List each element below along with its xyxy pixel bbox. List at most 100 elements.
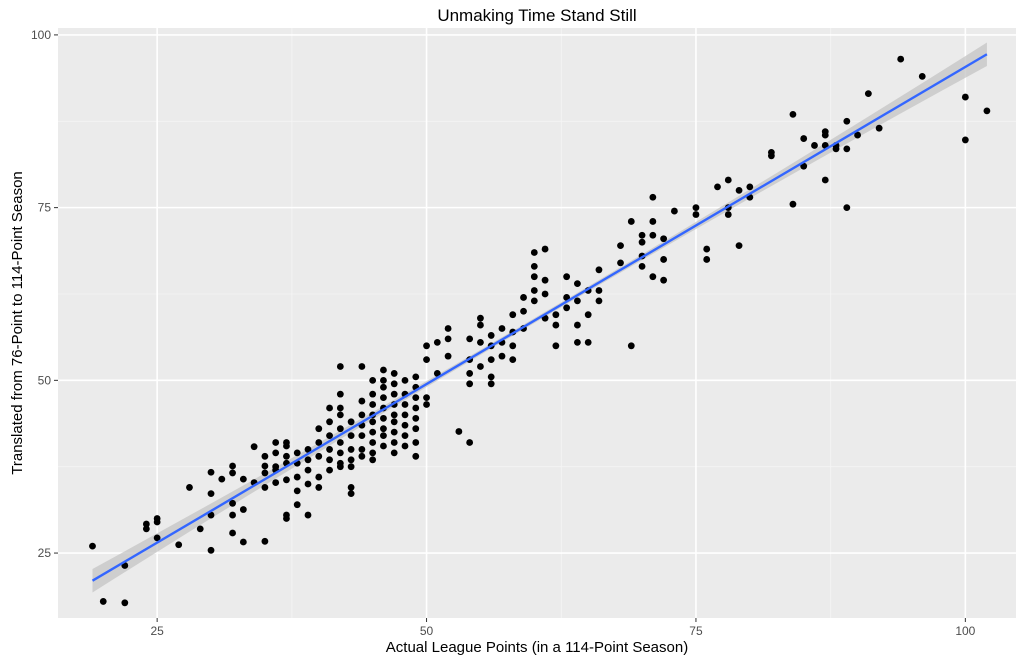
data-point	[304, 446, 312, 453]
data-point	[477, 363, 484, 370]
data-point	[649, 231, 657, 239]
data-point	[380, 442, 387, 450]
data-point	[627, 218, 635, 225]
data-point	[423, 401, 430, 408]
data-point	[272, 449, 280, 457]
data-point	[336, 449, 344, 457]
data-point	[843, 145, 851, 153]
data-point	[401, 376, 409, 384]
y-tick-label: 100	[31, 28, 51, 42]
data-point	[660, 276, 668, 284]
data-point	[326, 404, 333, 412]
data-point	[326, 446, 333, 453]
data-point	[153, 518, 161, 526]
data-point	[811, 142, 818, 149]
data-point	[552, 311, 560, 319]
data-point	[563, 304, 571, 312]
data-point	[692, 211, 700, 218]
data-point	[196, 525, 204, 533]
data-point	[142, 525, 150, 533]
data-point	[315, 439, 323, 446]
data-point	[423, 394, 430, 402]
data-point	[412, 425, 420, 433]
data-point	[660, 235, 668, 243]
data-point	[444, 335, 452, 343]
data-point	[767, 152, 775, 160]
data-point	[843, 117, 851, 125]
data-point	[530, 262, 538, 270]
data-point	[380, 394, 387, 402]
data-point	[563, 273, 571, 281]
data-point	[703, 245, 711, 253]
data-point	[789, 110, 797, 118]
data-point	[229, 469, 236, 477]
data-point	[703, 256, 711, 263]
data-point	[358, 411, 366, 419]
y-tick-label: 50	[38, 373, 52, 387]
data-point	[272, 439, 280, 446]
data-point	[336, 363, 344, 370]
data-point	[660, 256, 668, 263]
data-point	[401, 401, 409, 408]
data-point	[638, 231, 646, 239]
data-point	[336, 404, 344, 412]
data-point	[358, 452, 366, 460]
data-point	[272, 463, 280, 471]
chart-title: Unmaking Time Stand Still	[437, 6, 636, 25]
data-point	[821, 176, 829, 184]
data-point	[487, 356, 495, 364]
data-point	[617, 242, 624, 250]
data-point	[574, 297, 581, 305]
data-point	[347, 484, 355, 491]
data-point	[369, 439, 377, 446]
data-point	[261, 452, 269, 460]
data-point	[218, 475, 226, 483]
data-point	[584, 311, 592, 319]
x-axis-ticks: 25 50 75 100	[150, 618, 976, 638]
data-point	[574, 321, 581, 329]
minor-gridlines	[58, 28, 1016, 618]
data-point	[207, 546, 215, 554]
data-point	[315, 484, 323, 491]
data-point	[487, 380, 495, 388]
data-point	[380, 383, 387, 391]
data-point	[207, 468, 215, 476]
data-point	[423, 356, 430, 364]
data-point	[89, 542, 96, 550]
data-point	[390, 428, 398, 436]
x-tick-label: 50	[420, 624, 434, 638]
data-point	[412, 404, 420, 412]
data-point	[649, 273, 657, 281]
data-point	[466, 439, 474, 446]
data-points	[89, 55, 991, 607]
data-point	[293, 473, 301, 481]
x-tick-label: 100	[955, 624, 975, 638]
data-point	[477, 338, 484, 346]
data-point	[369, 418, 377, 426]
data-point	[358, 363, 366, 370]
data-point	[649, 193, 657, 201]
data-point	[229, 511, 236, 519]
data-point	[369, 456, 377, 464]
data-point	[369, 390, 377, 398]
data-point	[412, 439, 420, 446]
data-point	[466, 335, 474, 343]
data-point	[390, 370, 398, 377]
data-point	[229, 499, 236, 507]
data-point	[142, 520, 150, 528]
data-point	[347, 418, 355, 426]
data-point	[239, 506, 247, 513]
data-point	[401, 442, 409, 450]
data-point	[714, 183, 721, 191]
data-point	[229, 529, 236, 537]
data-point	[326, 466, 333, 474]
data-point	[369, 428, 377, 436]
data-point	[520, 307, 527, 315]
data-point	[574, 338, 581, 346]
data-point	[466, 380, 474, 388]
data-point	[832, 145, 840, 153]
data-point	[961, 93, 969, 101]
data-point	[304, 456, 312, 464]
data-point	[433, 370, 441, 377]
